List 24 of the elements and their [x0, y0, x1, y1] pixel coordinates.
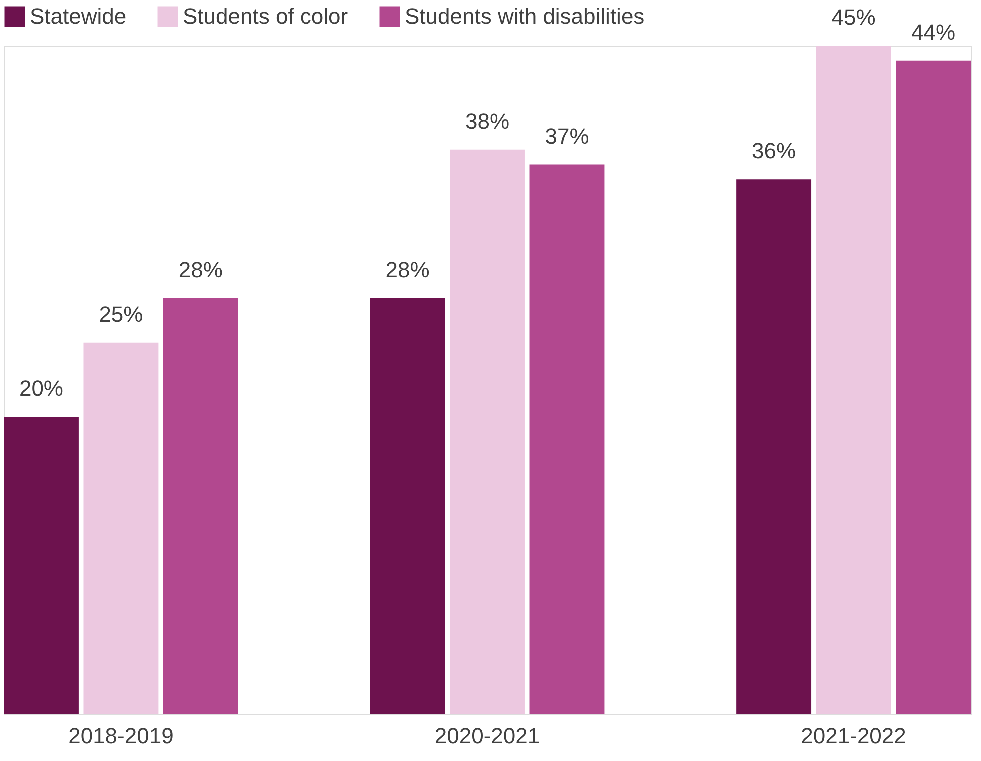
bar: [450, 150, 525, 714]
data-label: 25%: [99, 302, 144, 327]
data-label: 45%: [832, 5, 876, 30]
data-label: 44%: [912, 20, 956, 45]
bar: [816, 46, 892, 714]
data-label: 28%: [178, 257, 223, 282]
bar: [896, 60, 971, 714]
legend-label: Students of color: [183, 4, 348, 29]
data-label: 20%: [19, 376, 64, 402]
legend-label: Statewide: [30, 4, 127, 29]
bar: [4, 417, 79, 714]
data-label: 28%: [386, 257, 430, 282]
bar: [530, 164, 605, 714]
bar: [163, 298, 238, 714]
data-label: 38%: [465, 108, 510, 134]
data-label: 36%: [752, 138, 796, 164]
data-label: 37%: [545, 124, 590, 149]
legend-label: Students with disabilities: [405, 4, 645, 29]
bar: [84, 342, 159, 714]
bar: [736, 180, 812, 714]
x-tick-label: 2018-2019: [68, 724, 174, 748]
x-tick-label: 2021-2022: [801, 724, 906, 748]
x-tick-label: 2020-2021: [434, 724, 540, 748]
bar: [370, 298, 446, 714]
